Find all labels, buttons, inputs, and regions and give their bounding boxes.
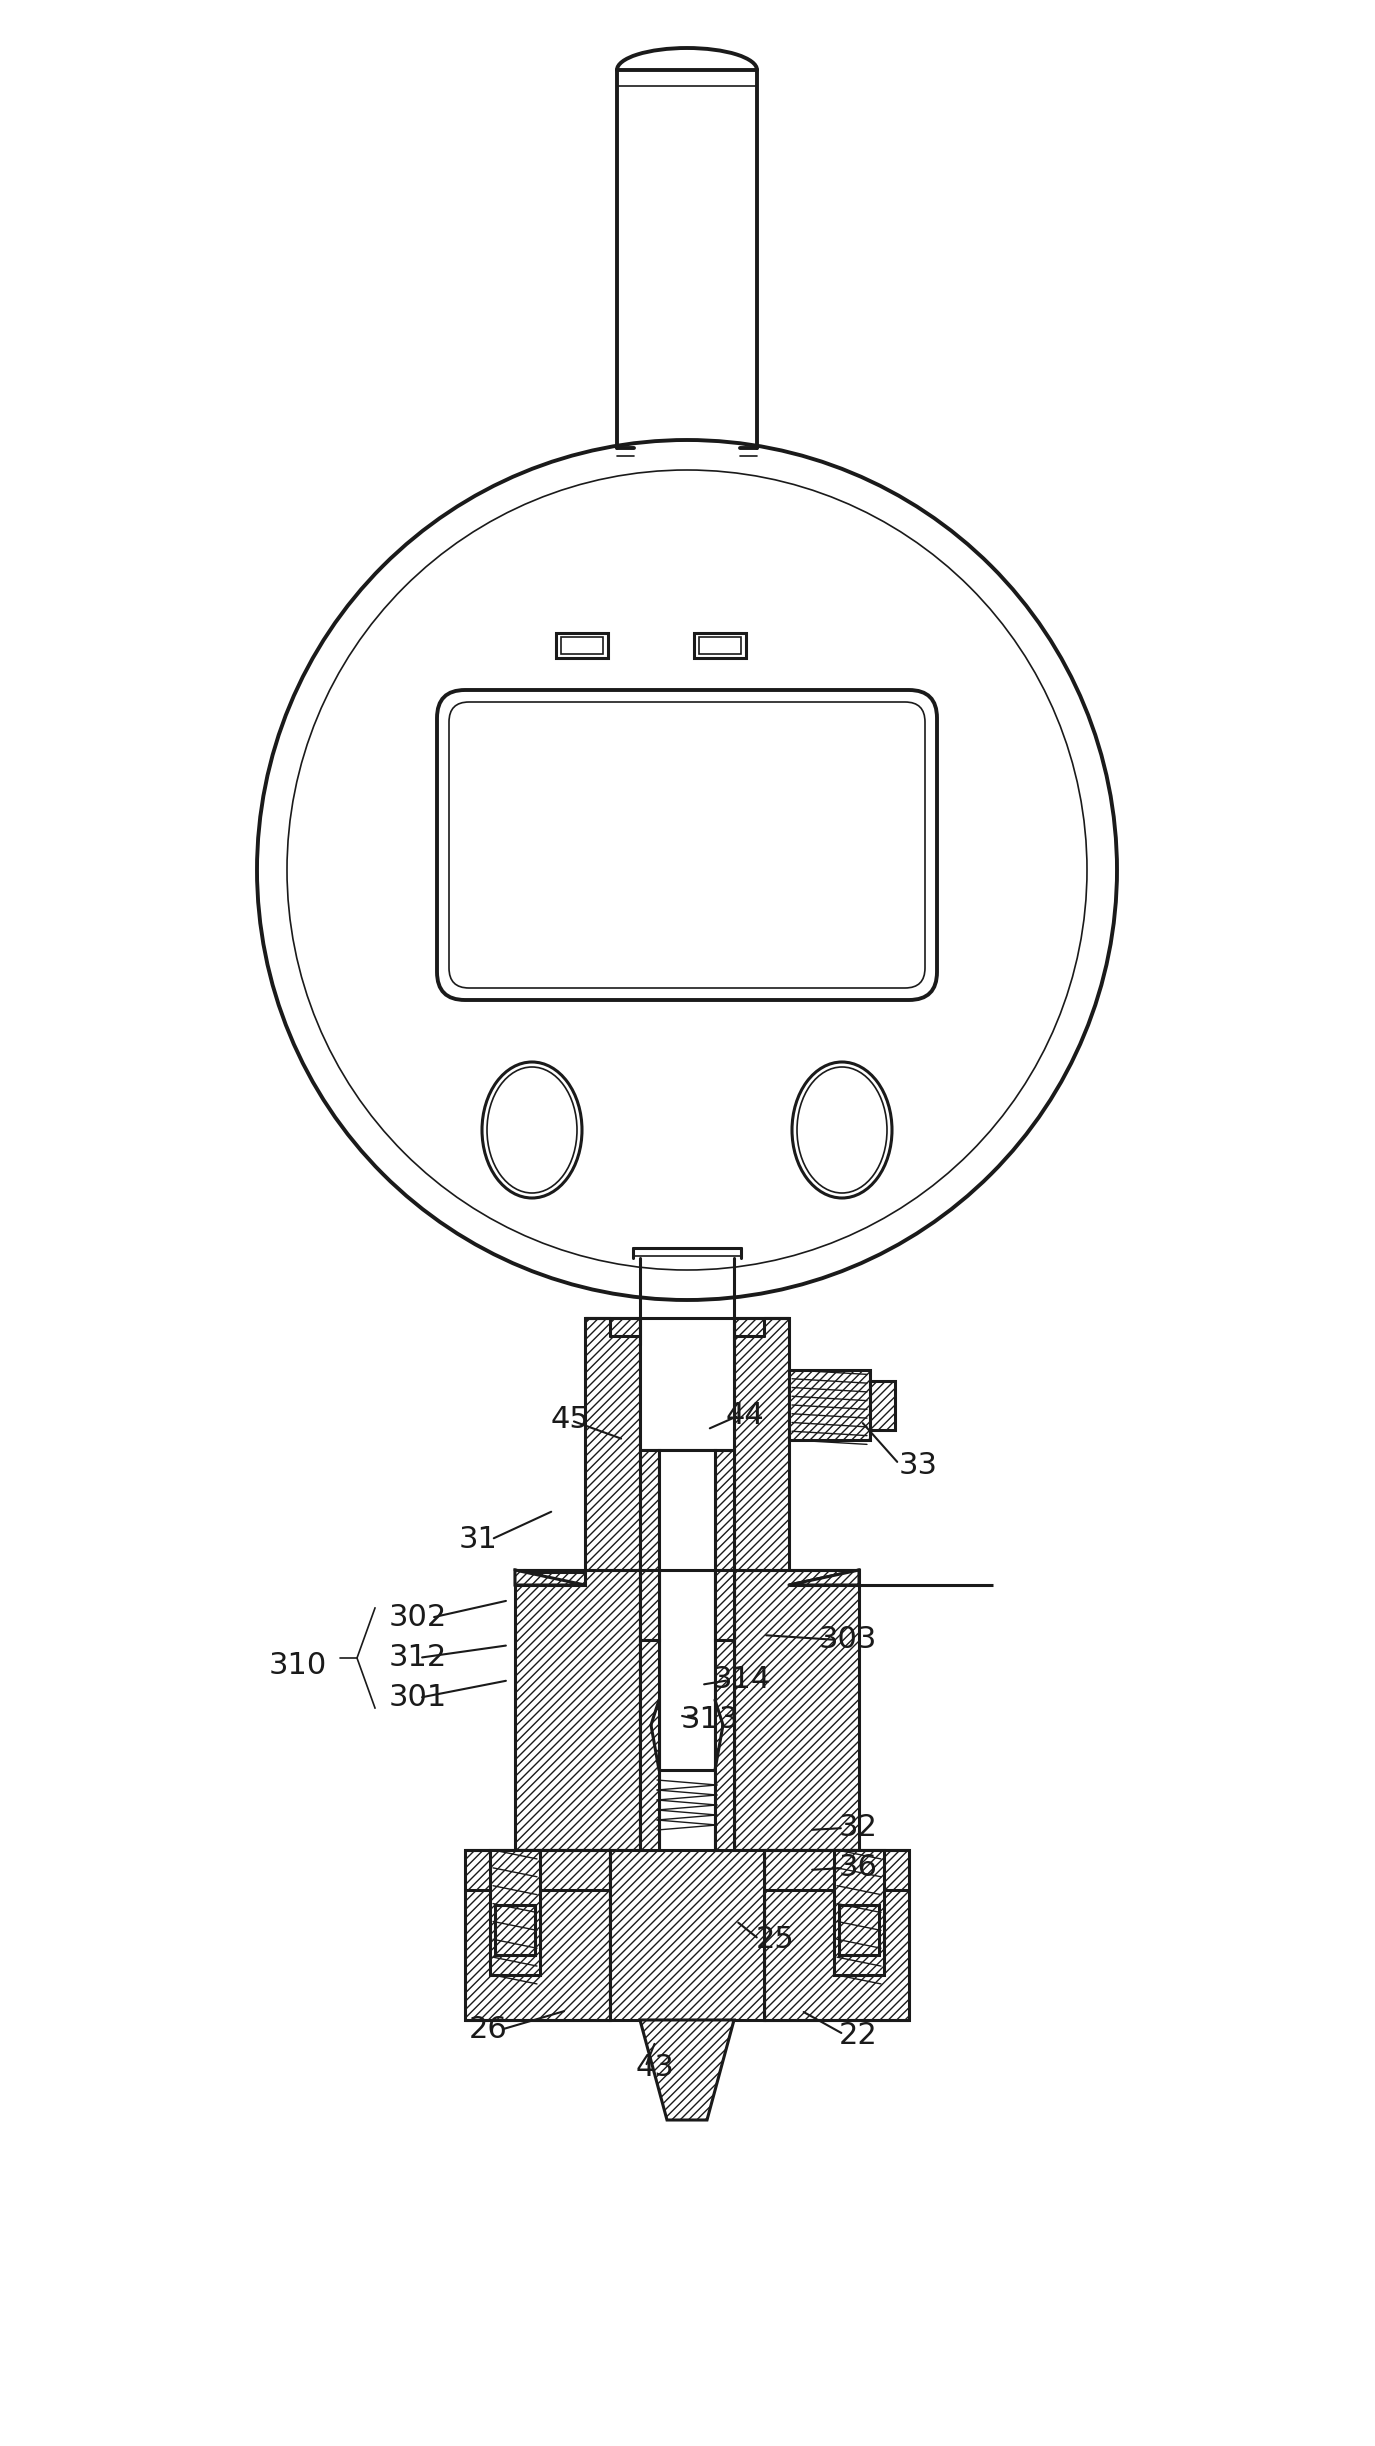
Bar bbox=[659, 1450, 715, 1570]
Bar bbox=[734, 1570, 859, 1849]
Circle shape bbox=[257, 440, 1116, 1299]
Bar bbox=[490, 1849, 540, 1974]
Ellipse shape bbox=[792, 1062, 892, 1199]
Text: 310: 310 bbox=[270, 1651, 327, 1680]
Bar bbox=[639, 1318, 734, 1450]
Bar bbox=[715, 1570, 734, 1639]
Text: 26: 26 bbox=[469, 2016, 507, 2045]
Text: 312: 312 bbox=[389, 1644, 447, 1673]
Bar bbox=[610, 1849, 764, 2020]
Polygon shape bbox=[639, 2020, 734, 2121]
Bar bbox=[765, 1849, 909, 2020]
Bar bbox=[734, 1318, 789, 1585]
Bar bbox=[639, 1450, 659, 1570]
Bar bbox=[715, 1450, 734, 1570]
Text: 33: 33 bbox=[898, 1450, 938, 1480]
Bar bbox=[584, 1318, 639, 1585]
Bar bbox=[556, 634, 608, 658]
Bar bbox=[495, 1905, 535, 1954]
Text: 22: 22 bbox=[839, 2020, 877, 2050]
FancyBboxPatch shape bbox=[437, 690, 936, 1000]
Ellipse shape bbox=[798, 1066, 887, 1194]
Bar bbox=[870, 1380, 895, 1428]
Bar bbox=[639, 1639, 659, 1849]
Bar bbox=[839, 1905, 879, 1954]
Text: 45: 45 bbox=[550, 1406, 590, 1433]
Polygon shape bbox=[789, 1570, 859, 1585]
Text: 44: 44 bbox=[726, 1402, 764, 1428]
Text: 36: 36 bbox=[839, 1854, 877, 1883]
Text: 32: 32 bbox=[839, 1812, 877, 1842]
Polygon shape bbox=[516, 1570, 584, 1585]
Bar bbox=[639, 1570, 659, 1639]
Bar bbox=[835, 1849, 884, 1974]
FancyBboxPatch shape bbox=[450, 702, 925, 988]
Bar bbox=[516, 1570, 639, 1849]
Bar bbox=[516, 1573, 584, 1585]
Text: 303: 303 bbox=[818, 1627, 877, 1653]
Text: 313: 313 bbox=[681, 1705, 740, 1734]
Text: 302: 302 bbox=[389, 1605, 447, 1631]
Ellipse shape bbox=[487, 1066, 578, 1194]
Bar bbox=[465, 1849, 610, 2020]
Bar bbox=[694, 634, 747, 658]
Bar bbox=[698, 636, 741, 653]
Bar bbox=[561, 636, 604, 653]
Bar bbox=[715, 1639, 734, 1849]
Text: 314: 314 bbox=[712, 1666, 771, 1695]
Ellipse shape bbox=[483, 1062, 582, 1199]
Text: 301: 301 bbox=[389, 1683, 447, 1712]
Text: 43: 43 bbox=[635, 2055, 674, 2082]
Text: 31: 31 bbox=[458, 1526, 498, 1556]
Text: 25: 25 bbox=[756, 1925, 795, 1954]
Bar bbox=[789, 1370, 870, 1441]
